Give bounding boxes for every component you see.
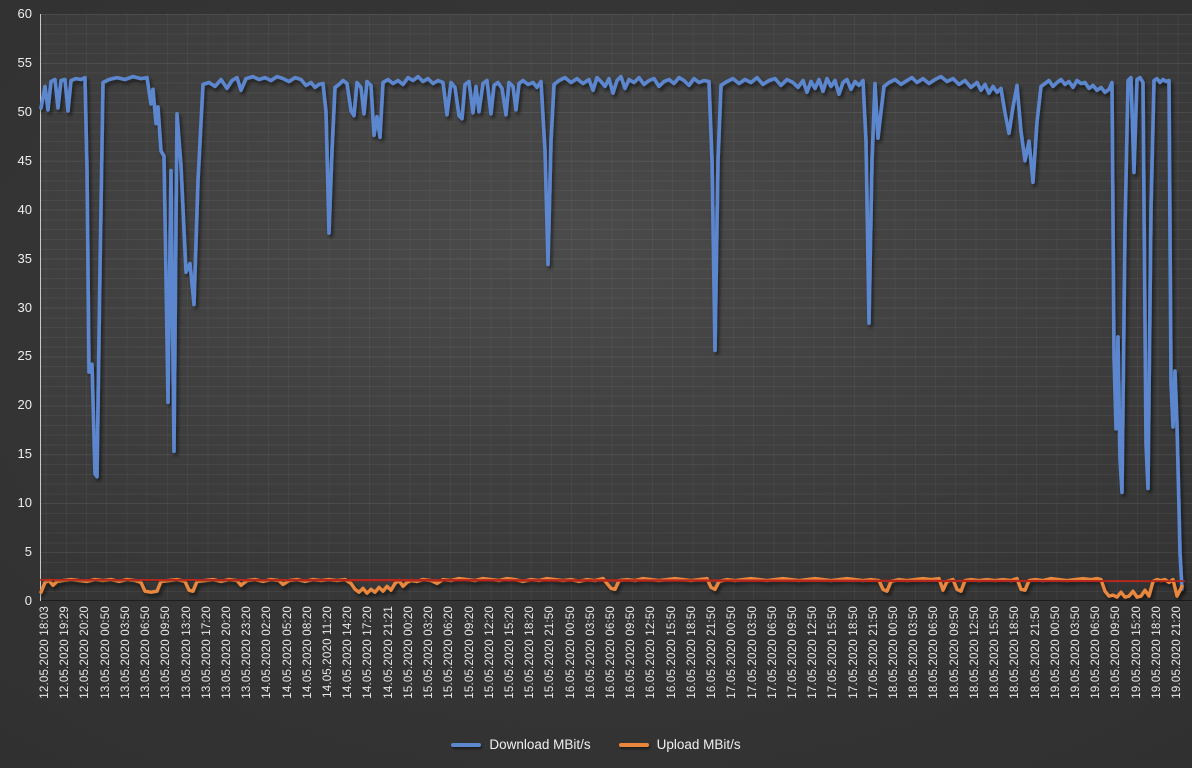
x-axis-label: 19.05.2020 21:20 [1171,606,1183,699]
x-axis-label: 15.05.2020 09:20 [463,606,476,699]
x-axis-label: 15.05.2020 15:20 [503,606,516,699]
legend-label-upload: Upload MBit/s [656,737,741,752]
x-axis-label: 17.05.2020 00:50 [726,606,739,699]
y-axis-label: 0 [24,593,32,608]
x-axis-label: 16.05.2020 12:50 [645,606,658,699]
y-axis-label: 15 [17,446,32,462]
x-axis-label: 12.05.2020 18:03 [39,606,51,699]
x-axis-label: 18.05.2020 03:50 [908,606,921,699]
x-axis-label: 16.05.2020 00:50 [564,606,577,699]
legend: Download MBit/s Upload MBit/s [0,737,1192,752]
series-svg [39,74,1186,599]
x-axis-label: 13.05.2020 03:50 [119,606,132,699]
upload-trendline[interactable] [39,578,1186,583]
x-axis-label: 17.05.2020 21:50 [867,606,880,699]
x-axis-label: 13.05.2020 17:20 [200,606,213,699]
x-axis-label: 13.05.2020 09:50 [160,606,173,699]
x-axis-label: 19.05.2020 09:50 [1110,606,1123,699]
x-axis-label: 18.05.2020 00:50 [888,606,900,699]
x-axis-label: 15.05.2020 03:20 [423,606,436,699]
x-axis-label: 12.05.2020 20:20 [79,606,92,699]
x-axis-label: 14.05.2020 14:20 [342,606,355,699]
x-axis-label: 16.05.2020 06:50 [605,606,617,699]
y-axis-label: 25 [17,348,32,364]
x-axis-label: 14.05.2020 21:21 [382,606,395,699]
download-series-line[interactable] [39,74,1184,592]
y-axis-label: 20 [17,397,32,413]
x-axis-label: 19.05.2020 18:20 [1150,606,1163,699]
x-axis-label: 13.05.2020 23:20 [241,606,254,699]
x-axis-label: 16.05.2020 15:50 [665,606,678,699]
x-axis-label: 13.05.2020 13:20 [180,606,193,699]
x-axis-label: 15.05.2020 12:20 [483,606,496,699]
x-axis-label: 14.05.2020 05:20 [281,606,294,699]
x-axis-label: 16.05.2020 03:50 [584,606,597,699]
x-axis-label: 18.05.2020 06:50 [928,606,941,699]
y-axis-label: 30 [17,299,32,315]
x-axis-label: 19.05.2020 15:20 [1130,606,1143,699]
y-axis-label: 50 [17,103,32,119]
download-line-swatch-icon [451,742,482,747]
x-axis-label: 18.05.2020 12:50 [968,606,981,699]
x-axis-label: 16.05.2020 09:50 [625,606,638,699]
x-axis-label: 17.05.2020 18:50 [847,606,860,699]
y-axis-label: 5 [24,544,32,560]
x-axis-label: 15.05.2020 18:20 [524,606,537,699]
x-axis-label: 13.05.2020 00:50 [99,606,112,699]
x-axis-label: 17.05.2020 15:50 [827,606,840,699]
x-axis-label: 13.05.2020 06:50 [140,606,153,699]
legend-item-download[interactable]: Download MBit/s [451,737,591,752]
x-axis-label: 15.05.2020 00:20 [402,606,415,699]
x-axis-label: 19.05.2020 00:50 [1049,606,1062,699]
x-axis-label: 13.05.2020 20:20 [220,606,233,699]
y-axis-label: 60 [17,6,32,21]
y-axis-label: 35 [17,250,32,266]
y-axis-label: 45 [17,152,32,168]
x-axis-label: 17.05.2020 12:50 [807,606,820,699]
legend-item-upload[interactable]: Upload MBit/s [618,737,741,752]
x-axis-label: 14.05.2020 17:20 [362,606,375,699]
x-axis-label: 18.05.2020 18:50 [1009,606,1022,699]
y-axis-label: 40 [17,201,32,217]
x-axis-label: 18.05.2020 15:50 [989,606,1002,699]
x-axis-label: 19.05.2020 03:50 [1069,606,1082,699]
x-axis-label: 14.05.2020 11:20 [322,606,334,698]
plot-area [39,14,1192,601]
x-axis-label: 12.05.2020 19:29 [59,606,72,699]
x-axis-label: 18.05.2020 09:50 [948,606,961,699]
x-axis-label: 18.05.2020 21:50 [1029,606,1042,699]
x-axis-label: 17.05.2020 06:50 [766,606,779,699]
y-axis-label: 55 [17,54,32,70]
x-axis-label: 14.05.2020 08:20 [301,606,314,699]
x-axis-label: 19.05.2020 06:50 [1090,606,1103,699]
x-axis-label: 16.05.2020 21:50 [706,606,719,699]
x-axis-label: 14.05.2020 02:20 [261,606,274,699]
x-axis-label: 17.05.2020 03:50 [746,606,759,699]
x-axis-label: 15.05.2020 06:20 [443,606,456,699]
x-axis-label: 17.05.2020 09:50 [786,606,799,699]
upload-line-swatch-icon [618,742,649,747]
x-axis-label: 15.05.2020 21:50 [544,606,557,699]
legend-label-download: Download MBit/s [489,737,591,752]
y-axis-label: 10 [17,495,32,511]
x-axis-label: 16.05.2020 18:50 [685,606,698,699]
